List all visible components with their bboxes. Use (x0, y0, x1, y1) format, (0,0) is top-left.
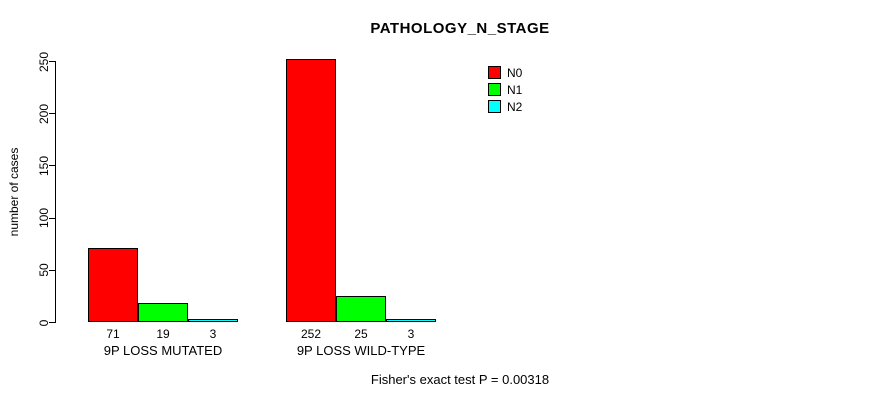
legend-label: N2 (507, 99, 523, 114)
y-tick-mark (49, 322, 56, 323)
y-tick-label: 250 (37, 51, 51, 72)
bar-n2-group1 (188, 319, 238, 323)
y-axis-line (55, 61, 56, 323)
bar-n0-group2 (286, 59, 336, 323)
legend-swatch-icon (488, 83, 501, 96)
y-tick-label: 200 (37, 103, 51, 124)
bar-value-label: 19 (156, 327, 170, 341)
x-axis-group-label: 9P LOSS MUTATED (103, 343, 223, 358)
bar-n0-group1 (88, 248, 138, 323)
legend: N0 N1 N2 (488, 64, 522, 115)
bar-value-label: 3 (407, 327, 415, 341)
bar-n1-group2 (336, 296, 386, 323)
legend-label: N1 (507, 82, 523, 97)
legend-item-n1: N1 (488, 81, 522, 98)
y-tick-mark (49, 269, 56, 271)
bar-value-label: 252 (300, 327, 322, 341)
y-tick-label: 100 (37, 208, 51, 229)
y-tick-label: 50 (37, 263, 51, 277)
legend-item-n0: N0 (488, 64, 522, 81)
y-tick-mark (49, 165, 56, 167)
legend-label: N0 (507, 65, 523, 80)
y-tick-mark (49, 61, 56, 62)
legend-item-n2: N2 (488, 98, 522, 115)
y-tick-mark (49, 113, 56, 115)
legend-swatch-icon (488, 66, 501, 79)
x-axis-group-label: 9P LOSS WILD-TYPE (296, 343, 426, 358)
legend-swatch-icon (488, 100, 501, 113)
bar-n1-group1 (138, 302, 188, 323)
y-tick-label: 150 (37, 155, 51, 176)
bar-value-label: 25 (354, 327, 368, 341)
bar-n2-group2 (386, 319, 436, 323)
y-tick-mark (49, 217, 56, 219)
y-axis-title: number of cases (7, 147, 21, 237)
bar-value-label: 71 (106, 327, 120, 341)
statistical-test-annotation: Fisher's exact test P = 0.00318 (370, 372, 550, 387)
chart-title: PATHOLOGY_N_STAGE (370, 20, 550, 37)
y-tick-label: 0 (37, 319, 51, 326)
bar-value-label: 3 (209, 327, 217, 341)
